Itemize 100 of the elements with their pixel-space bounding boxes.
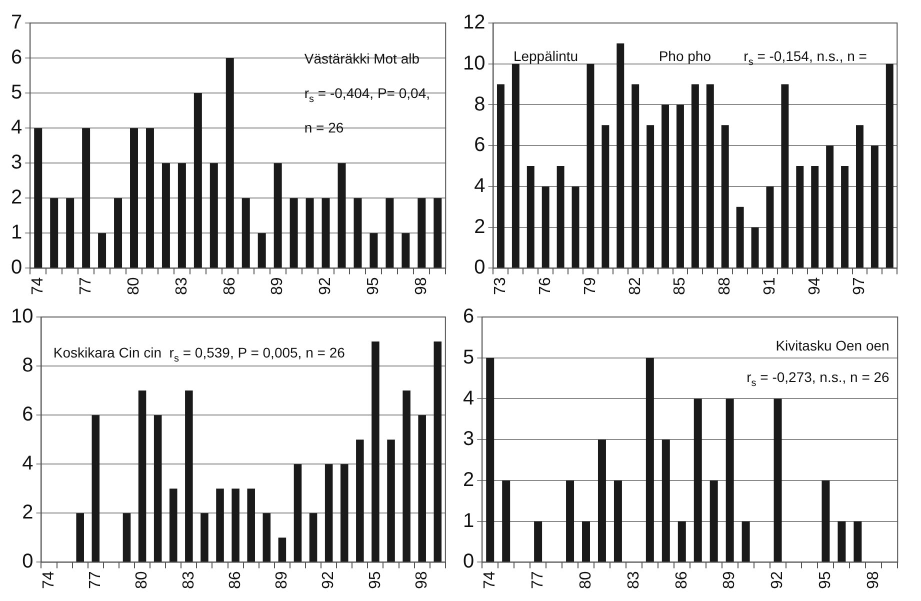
bar <box>586 64 594 268</box>
bar <box>774 398 782 562</box>
bar <box>294 464 302 562</box>
bar <box>114 198 122 268</box>
x-tick-label: 77 <box>87 571 104 589</box>
bar <box>662 440 670 562</box>
bar <box>542 186 550 268</box>
y-tick-label: 8 <box>22 354 34 377</box>
bar <box>796 166 804 268</box>
x-tick-label: 74 <box>30 277 47 295</box>
bar <box>169 488 178 562</box>
y-tick-label: 4 <box>22 452 34 475</box>
x-tick-label: 80 <box>125 277 142 295</box>
bar <box>226 58 234 268</box>
x-tick-label: 79 <box>582 277 599 295</box>
bar <box>370 233 378 268</box>
y-tick-label: 0 <box>474 256 486 279</box>
bar <box>278 538 286 562</box>
y-tick-label: 4 <box>474 174 486 197</box>
bar <box>434 198 442 268</box>
bar <box>486 358 494 562</box>
y-tick-label: 3 <box>463 428 474 450</box>
bar <box>691 84 699 268</box>
bar <box>387 440 395 562</box>
y-tick-label: 2 <box>474 216 486 238</box>
y-tick-label: 2 <box>22 502 34 524</box>
x-tick-label: 89 <box>274 571 291 589</box>
bar <box>354 198 362 268</box>
bar <box>242 198 250 268</box>
bar <box>200 513 208 562</box>
bar <box>154 415 162 562</box>
x-tick-label: 95 <box>365 277 382 295</box>
x-tick-label: 95 <box>366 571 384 589</box>
bar <box>356 440 364 562</box>
x-tick-label: 76 <box>537 277 554 295</box>
x-tick-label: 97 <box>851 277 868 295</box>
x-tick-label: 77 <box>77 277 94 295</box>
bar <box>614 480 622 562</box>
bar <box>676 104 684 268</box>
x-tick-label: 83 <box>173 277 190 295</box>
bar <box>122 513 131 562</box>
annotation: Västäräkki Mot alb <box>304 50 420 67</box>
bar <box>646 125 654 268</box>
bar <box>324 464 333 562</box>
bar <box>162 163 170 268</box>
bar <box>258 233 266 268</box>
bar <box>766 186 774 268</box>
bar <box>566 480 574 562</box>
y-tick-label: 12 <box>462 12 486 34</box>
x-tick-label: 98 <box>413 277 430 295</box>
y-tick-label: 0 <box>463 550 474 573</box>
bar <box>726 398 734 562</box>
bar <box>856 125 864 268</box>
bar <box>274 163 282 268</box>
bar <box>616 43 624 268</box>
x-tick-label: 98 <box>414 571 431 589</box>
x-tick-label: 89 <box>269 277 286 295</box>
bar <box>534 521 542 562</box>
x-tick-label: 80 <box>577 571 594 589</box>
bar <box>290 198 298 268</box>
y-tick-label: 1 <box>463 510 474 532</box>
bar <box>418 415 426 562</box>
bar <box>185 390 193 562</box>
bar <box>262 513 271 562</box>
x-tick-label: 85 <box>672 277 689 295</box>
annotation: Pho pho <box>658 48 712 64</box>
y-tick-label: 0 <box>11 256 22 279</box>
bar <box>338 163 346 268</box>
bar <box>92 415 100 562</box>
x-tick-label: 82 <box>626 277 644 295</box>
bar <box>340 464 348 562</box>
bar <box>322 198 330 268</box>
y-tick-label: 3 <box>11 152 22 174</box>
bar <box>178 163 186 268</box>
annotation: Leppälintu <box>513 48 578 64</box>
bar <box>781 84 789 268</box>
bar <box>710 480 718 562</box>
x-tick-label: 98 <box>865 571 882 589</box>
x-tick-label: 92 <box>317 277 334 295</box>
bar <box>826 146 834 268</box>
bar <box>372 342 380 562</box>
bar <box>194 93 202 268</box>
y-tick-label: 10 <box>462 52 486 74</box>
bar <box>841 166 849 268</box>
bar <box>632 84 640 268</box>
bar <box>76 513 84 562</box>
bar <box>434 342 442 562</box>
x-tick-label: 94 <box>806 277 824 295</box>
bar <box>232 488 240 562</box>
bar <box>706 84 714 268</box>
x-tick-label: 89 <box>721 571 738 589</box>
y-tick-label: 4 <box>463 387 474 410</box>
bar <box>556 166 564 268</box>
bar <box>822 480 830 562</box>
bar <box>50 198 58 268</box>
bar <box>598 440 606 562</box>
y-tick-label: 6 <box>474 134 486 156</box>
x-tick-label: 86 <box>221 277 238 295</box>
y-tick-label: 0 <box>22 550 34 573</box>
bar <box>838 521 846 562</box>
